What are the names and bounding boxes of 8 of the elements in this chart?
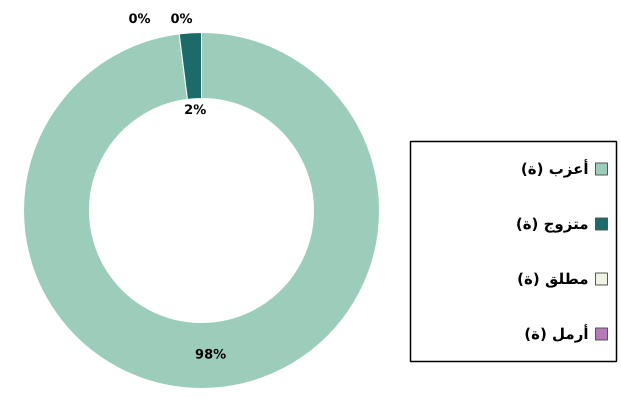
legend-label: أرمل (ة) — [524, 324, 589, 343]
data-label: 98% — [195, 348, 226, 363]
text: 0% — [128, 12, 151, 27]
legend-label: متزوج (ة) — [516, 215, 589, 233]
legend-label: أعزب (ة) — [520, 159, 589, 178]
data-label: 2% — [184, 103, 206, 118]
legend-label: مطلق (ة) — [517, 270, 589, 288]
text: 0% — [170, 12, 193, 27]
